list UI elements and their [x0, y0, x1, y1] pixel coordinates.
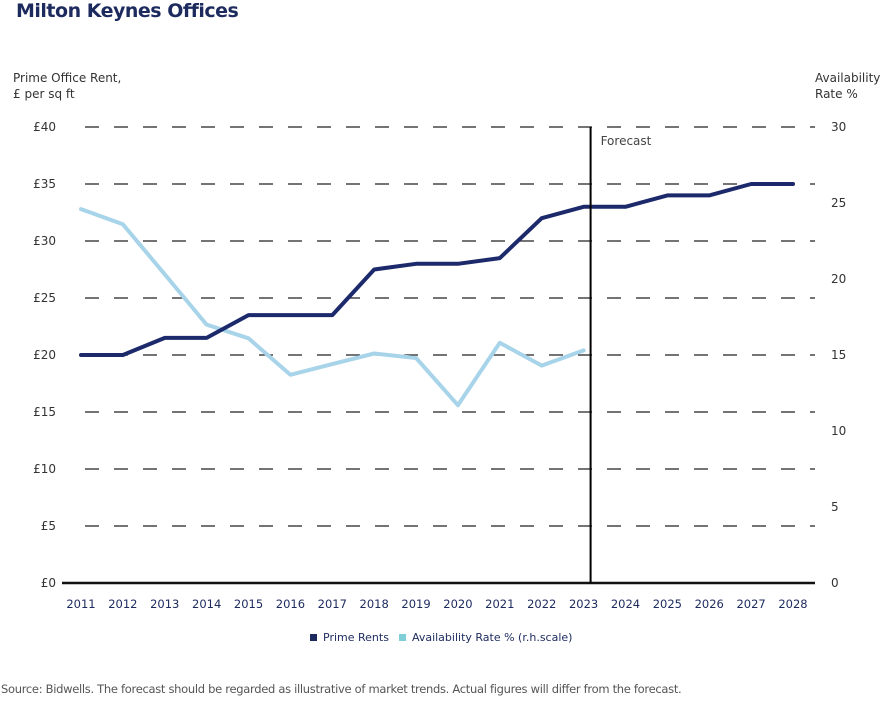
x-tick-label: 2025: [653, 597, 682, 611]
y-tick-left-label: £0: [41, 576, 56, 590]
series-line-prime-rents: [79, 182, 795, 357]
x-ticks: 2011 2012 2013 2014 2015 2016 2017 2018 2019 2020…: [66, 597, 807, 611]
source-note: Source: Bidwells. The forecast should be…: [1, 682, 682, 696]
x-tick-label: 2026: [695, 597, 724, 611]
x-tick-label: 2014: [192, 597, 221, 611]
x-tick-label: 2016: [276, 597, 305, 611]
x-tick-label: 2021: [485, 597, 514, 611]
series-group: [79, 182, 795, 408]
y-tick-left-label: £30: [33, 234, 56, 248]
legend-label-availability: Availability Rate % (r.h.scale): [411, 631, 573, 644]
legend-swatch-prime-rents: [310, 634, 317, 641]
x-tick-label: 2022: [527, 597, 556, 611]
y-tick-left-label: £25: [33, 291, 56, 305]
x-tick-label: 2013: [150, 597, 179, 611]
grid-lines: [62, 126, 815, 585]
chart-title: Milton Keynes Offices: [16, 0, 239, 22]
x-tick-label: 2017: [318, 597, 347, 611]
y-tick-right-label: 5: [831, 500, 839, 514]
y-tick-right-label: 10: [831, 424, 846, 438]
y-tick-right-label: 30: [831, 120, 846, 134]
y-tick-right-label: 15: [831, 348, 846, 362]
y-tick-left-label: £5: [41, 519, 56, 533]
x-tick-label: 2015: [234, 597, 263, 611]
y-tick-right-label: 25: [831, 196, 846, 210]
x-tick-label: 2020: [443, 597, 472, 611]
x-tick-label: 2024: [611, 597, 640, 611]
y-tick-right-label: 0: [831, 576, 839, 590]
y-tick-left-label: £40: [33, 120, 56, 134]
y-tick-left-label: £35: [33, 177, 56, 191]
forecast-label: Forecast: [601, 134, 652, 148]
x-tick-label: 2028: [778, 597, 807, 611]
x-tick-label: 2019: [401, 597, 430, 611]
y-ticks-right: 0 5 10 15 20 25 30: [831, 120, 846, 590]
y-tick-left-label: £20: [33, 348, 56, 362]
x-tick-label: 2027: [736, 597, 765, 611]
y-axis-left-label: Prime Office Rent, £ per sq ft: [13, 71, 122, 101]
series-line-availability-rate: [79, 207, 586, 408]
y-tick-left-label: £15: [33, 405, 56, 419]
x-tick-label: 2011: [66, 597, 95, 611]
y-tick-left-label: £10: [33, 462, 56, 476]
x-tick-label: 2018: [360, 597, 389, 611]
x-tick-label: 2012: [108, 597, 137, 611]
legend-swatch-availability: [398, 634, 406, 641]
legend-label-prime-rents: Prime Rents: [323, 631, 389, 644]
x-tick-label: 2023: [569, 597, 598, 611]
y-tick-right-label: 20: [831, 272, 846, 286]
y-axis-right-label: Availability Rate %: [815, 71, 880, 101]
y-ticks-left: £0 £5 £10 £15 £20 £25 £30 £35 £40: [33, 120, 56, 590]
legend: Prime Rents Availability Rate % (r.h.sca…: [310, 631, 572, 644]
forecast-marker: Forecast: [589, 127, 652, 583]
